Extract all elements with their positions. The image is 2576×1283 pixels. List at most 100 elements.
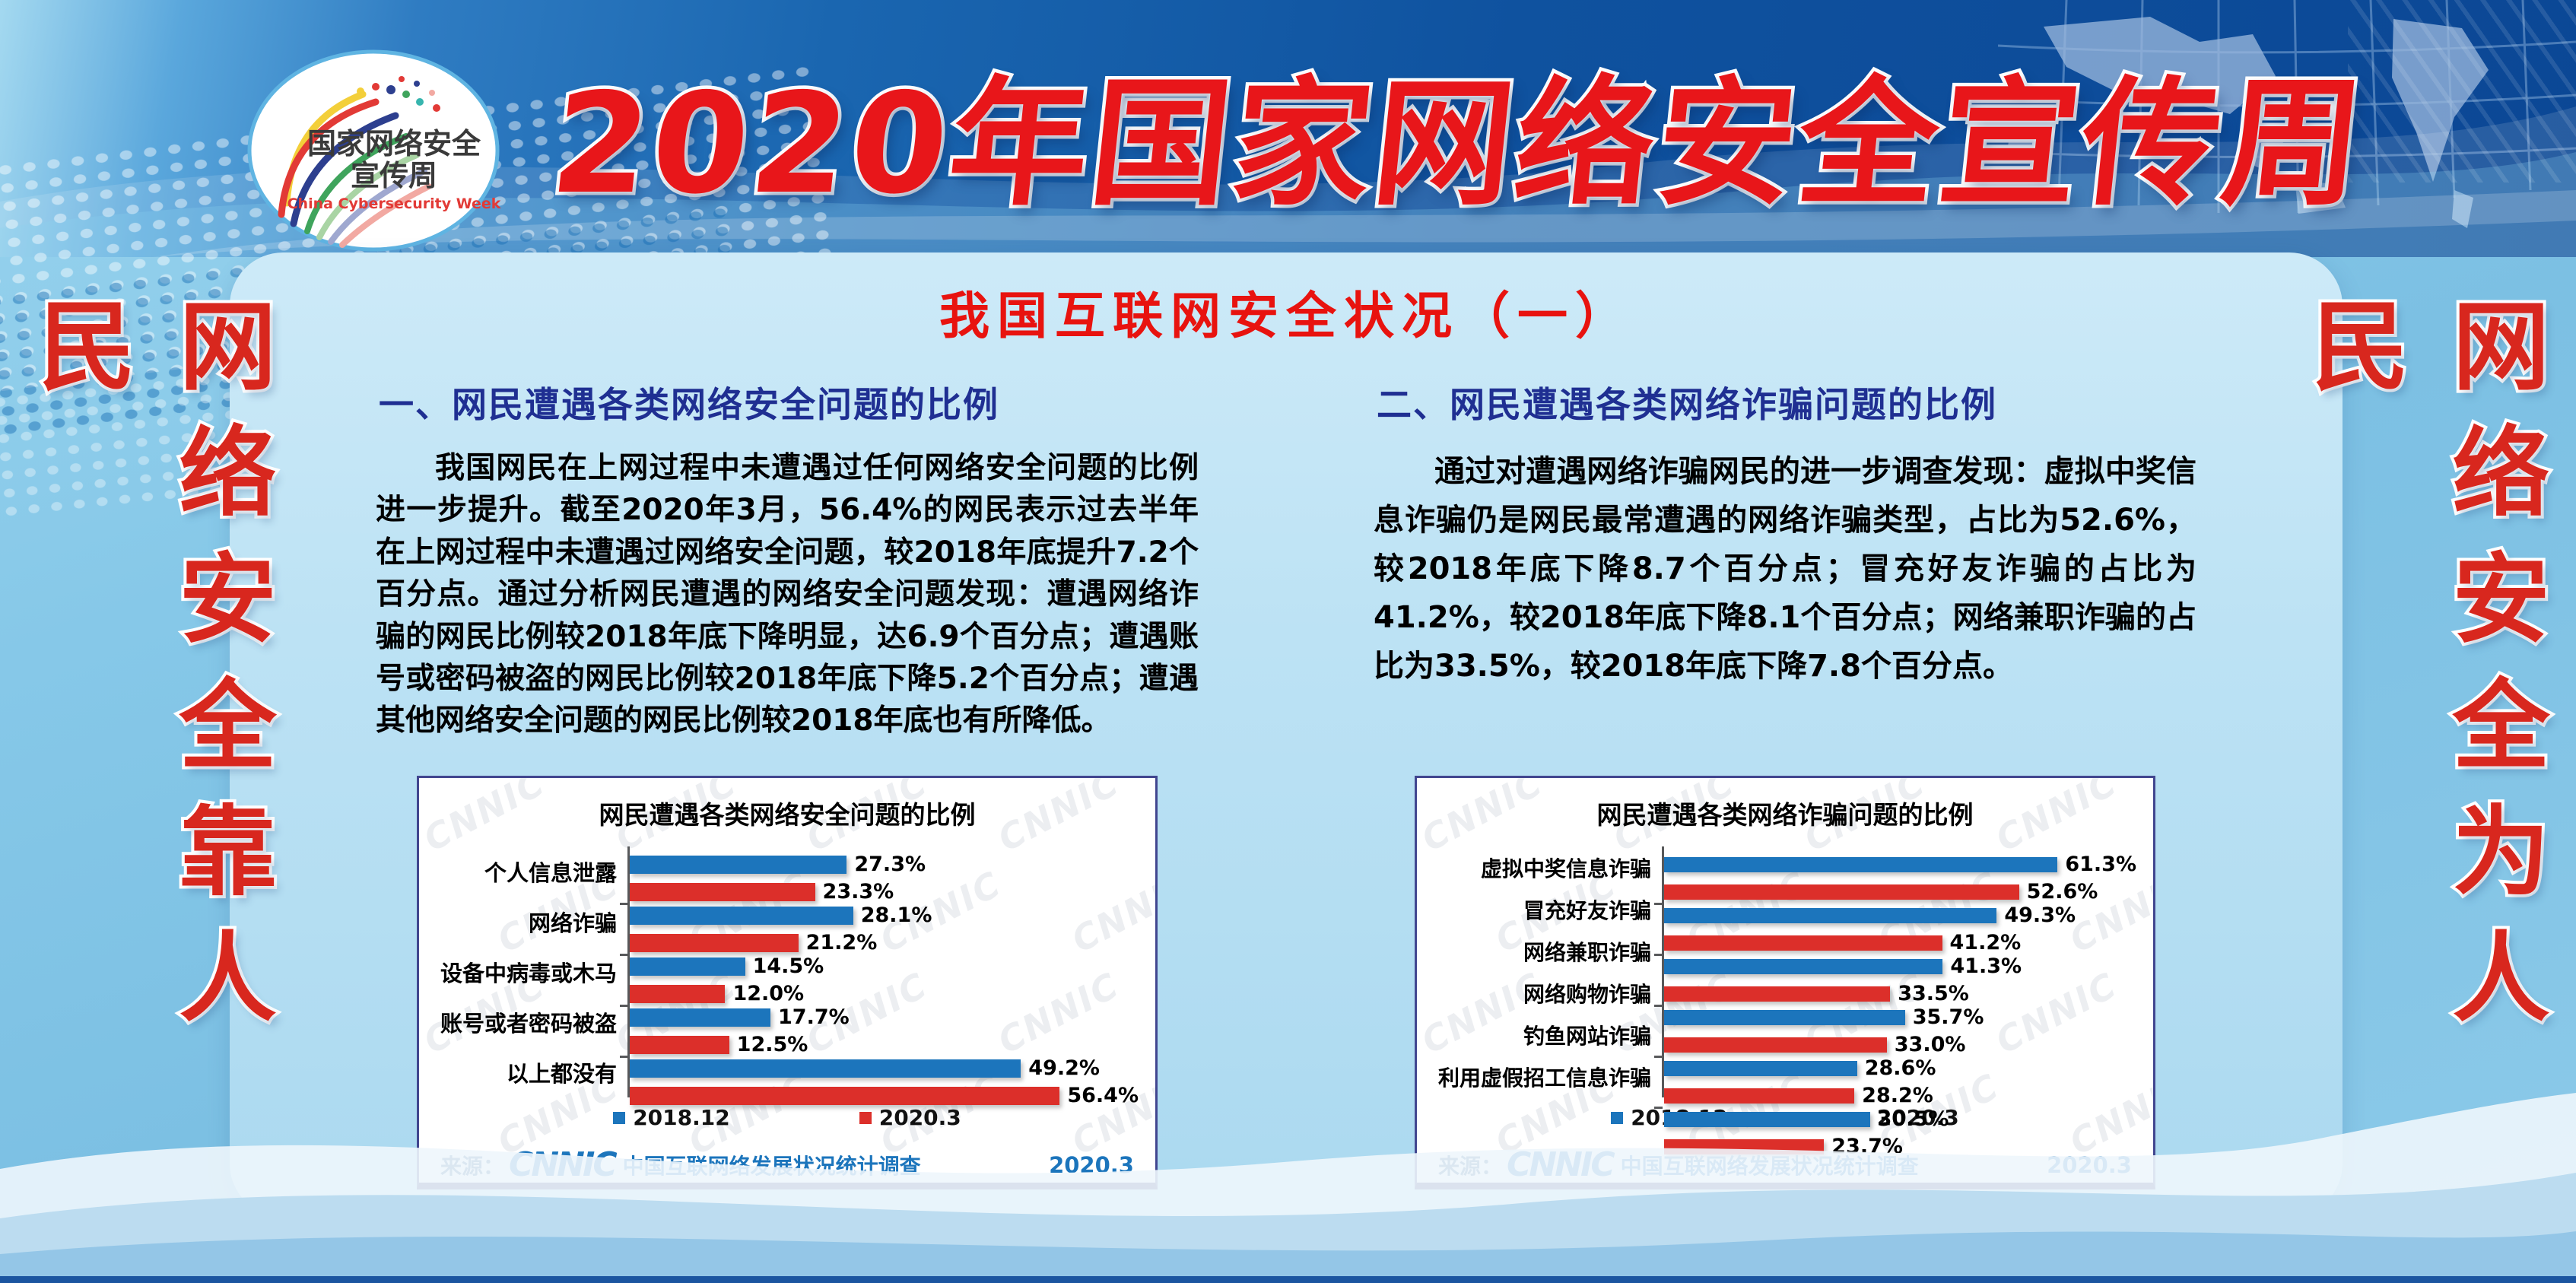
bar-2018.12 (630, 957, 745, 976)
logo-dots (357, 76, 440, 112)
bar-line: 30.5% (1664, 1107, 2136, 1131)
bar-2020.3 (630, 882, 815, 901)
section-column-1: 一、网民遭遇各类网络安全问题的比例 我国网民在上网过程中未遭遇过任何网络安全问题… (376, 377, 1199, 1189)
header-swoosh-graphic (0, 106, 2576, 257)
bar-group: 49.3% 41.2% (1654, 903, 2136, 954)
value-label: 35.7% (1912, 1005, 1984, 1029)
section-column-2: 二、网民遭遇各类网络诈骗问题的比例 通过对遭遇网络诈骗网民的进一步调查发现：虚拟… (1374, 377, 2196, 1189)
bar-2020.3 (630, 984, 726, 1003)
logo-title-line2: 宣传周 (351, 159, 437, 192)
legend-swatch (859, 1111, 872, 1124)
corner-stripes-decoration (2348, 0, 2576, 183)
bar-line: 23.7% (1664, 1135, 2136, 1158)
bar-group: 41.3% 33.5% (1654, 954, 2136, 1005)
value-label: 17.7% (778, 1005, 850, 1029)
category-label-column: 虚拟中奖信息诈骗 冒充好友诈骗 网络兼职诈骗 网络购物诈骗 钓鱼网站诈骗 利用虚假招工信息… (1434, 846, 1662, 1097)
chart-legend: 2018.12 2020.3 (436, 1105, 1139, 1130)
content-columns: 一、网民遭遇各类网络安全问题的比例 我国网民在上网过程中未遭遇过任何网络安全问题… (230, 377, 2343, 1189)
chart-footer: 来源： CNNIC 中国互联网络发展状况统计调查 2020.3 (436, 1145, 1139, 1187)
value-label: 28.2% (1862, 1084, 1933, 1107)
bar-group: 27.3% 23.3% (630, 853, 1139, 903)
bar-group: 30.5% 23.7% (1654, 1107, 2136, 1158)
bar-group: 61.3% 52.6% (1664, 853, 2136, 903)
bar-2018.12 (1664, 1009, 1905, 1025)
section-2-paragraph: 通过对遭遇网络诈骗网民的进一步调查发现：虚拟中奖信息诈骗仍是网民最常遭遇的网络诈… (1374, 454, 2196, 684)
legend-item: 2020.3 (859, 1105, 961, 1130)
legend-item: 2018.12 (613, 1105, 730, 1130)
page-title: 我国互联网安全状况（一） (939, 287, 1633, 345)
value-label: 27.3% (854, 853, 926, 876)
value-label: 21.2% (805, 931, 878, 954)
value-label: 41.3% (1950, 954, 2022, 978)
value-label: 28.1% (860, 903, 932, 927)
bar-2020.3 (630, 1086, 1060, 1105)
category-label: 网络诈骗 (528, 910, 617, 936)
section-1-paragraph-wrap: 我国网民在上网过程中未遭遇过任何网络安全问题的比例进一步提升。截至2020年3月… (376, 447, 1199, 750)
bottom-strip (0, 1276, 2576, 1283)
bar-2020.3 (1664, 1139, 1825, 1154)
section-2-heading: 二、网民遭遇各类网络诈骗问题的比例 (1377, 384, 1997, 425)
category-label: 以上都没有 (506, 1061, 617, 1087)
bar-line: 33.0% (1664, 1033, 2136, 1056)
bar-2018.12 (630, 855, 847, 874)
value-label: 49.3% (2004, 903, 2076, 927)
value-label: 23.3% (822, 880, 894, 903)
poster-title: 2020年国家网络安全宣传周 (541, 59, 2377, 227)
cnnic-logo: CNNIC (509, 1145, 618, 1184)
category-label: 设备中病毒或木马 (440, 961, 617, 986)
legend-label: 2020.3 (878, 1105, 961, 1130)
value-label: 28.6% (1864, 1056, 1936, 1080)
logo-subtitle: China Cybersecurity Week (287, 195, 501, 212)
bar-2020.3 (1664, 1037, 1887, 1053)
value-label: 33.5% (1898, 982, 1969, 1005)
event-logo: 国家网络安全 宣传周 China Cybersecurity Week (245, 47, 502, 254)
bar-2018.12 (1664, 856, 2058, 872)
bars-column: 61.3% 52.6% 49.3% 41.2% 41.3% 33.5% 35.7% 33.0%… (1654, 846, 2136, 1158)
legend-swatch (1611, 1111, 1624, 1124)
source-prefix: 来源： (440, 1153, 505, 1179)
bar-2020.3 (1664, 935, 1942, 951)
legend-swatch (613, 1111, 626, 1124)
bar-line: 27.3% (630, 853, 1139, 876)
bars-column: 27.3% 23.3% 28.1% 21.2% 14.5% 12.0% 17.7% 12.5%… (620, 846, 1139, 1107)
bar-2018.12 (630, 1008, 771, 1027)
chart-inner: 网民遭遇各类网络诈骗问题的比例 虚拟中奖信息诈骗 冒充好友诈骗 网络兼职诈骗 网络购物诈… (1434, 789, 2136, 1184)
value-label: 33.0% (1894, 1033, 1966, 1056)
chart-plot: 虚拟中奖信息诈骗 冒充好友诈骗 网络兼职诈骗 网络购物诈骗 钓鱼网站诈骗 利用虚假招工信息… (1434, 846, 2136, 1158)
bar-2018.12 (630, 1059, 1021, 1078)
section-1-paragraph: 我国网民在上网过程中未遭遇过任何网络安全问题的比例进一步提升。截至2020年3月… (376, 451, 1199, 738)
bar-group: 14.5% 12.0% (620, 954, 1139, 1005)
source-text: 中国互联网络发展状况统计调查 (622, 1153, 921, 1179)
bar-2020.3 (1664, 1088, 1855, 1104)
bar-group: 17.7% 12.5% (620, 1005, 1139, 1056)
bar-line: 28.2% (1664, 1084, 2136, 1107)
bar-line: 12.0% (630, 982, 1139, 1005)
category-label: 网络购物诈骗 (1523, 981, 1651, 1007)
bar-group: 28.6% 28.2% (1654, 1056, 2136, 1107)
bar-line: 23.3% (630, 880, 1139, 903)
source-date: 2020.3 (1049, 1151, 1134, 1178)
chart-fraud-issues-box: CNNIC CNNIC CNNIC CNNIC CNNIC CNNIC CNNIC CNNIC… (1415, 776, 2155, 1189)
value-label: 12.5% (736, 1033, 808, 1056)
bar-line: 33.5% (1664, 982, 2136, 1005)
legend-label: 2018.12 (633, 1105, 730, 1130)
value-label: 23.7% (1831, 1135, 1903, 1158)
bar-2020.3 (630, 933, 799, 952)
bar-line: 41.2% (1664, 931, 2136, 954)
right-slogan-banner: 网络安全为人民 (2292, 292, 2552, 1056)
bar-line: 61.3% (1664, 853, 2136, 876)
category-label-column: 个人信息泄露 网络诈骗 设备中病毒或木马 账号或者密码被盗 以上都没有 (436, 846, 627, 1097)
bar-2018.12 (1664, 1111, 1870, 1127)
value-label: 56.4% (1067, 1084, 1139, 1107)
value-label: 41.2% (1949, 931, 2022, 954)
bar-2018.12 (1664, 958, 1943, 974)
section-1-heading: 一、网民遭遇各类网络安全问题的比例 (379, 384, 999, 425)
category-label: 利用虚假招工信息诈骗 (1437, 1065, 1651, 1091)
value-label: 61.3% (2065, 853, 2136, 876)
value-label: 14.5% (752, 954, 824, 978)
value-label: 30.5% (1877, 1107, 1949, 1131)
chart-plot: 个人信息泄露 网络诈骗 设备中病毒或木马 账号或者密码被盗 以上都没有 27.3% 23.3… (436, 846, 1139, 1107)
bar-2020.3 (1664, 884, 2019, 900)
value-label: 49.2% (1028, 1056, 1100, 1080)
